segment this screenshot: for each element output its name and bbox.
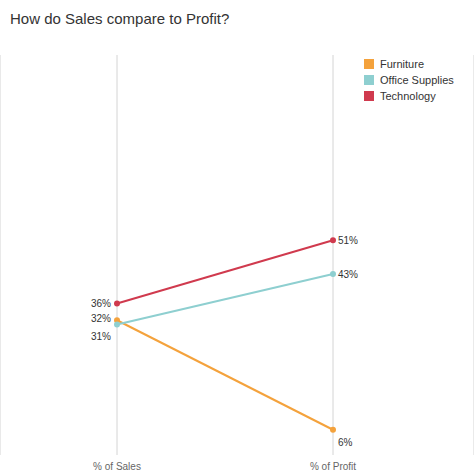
html-text:How do Sales compare to Profit: How do Sales compare to Profit? <box>10 10 230 27</box>
svg-text:6%: 6% <box>338 437 353 448</box>
svg-text:36%: 36% <box>91 298 111 309</box>
html-text:Furniture: Furniture <box>380 58 424 70</box>
html-text:Technology: Technology <box>380 90 436 102</box>
html-text:Office Supplies: Office Supplies <box>380 74 454 86</box>
svg-text:31%: 31% <box>91 331 111 342</box>
svg-text:32%: 32% <box>91 313 111 324</box>
svg-text:51%: 51% <box>338 235 358 246</box>
svg-text:% of Profit: % of Profit <box>310 461 356 472</box>
svg-text:% of Sales: % of Sales <box>93 461 141 472</box>
svg-text:43%: 43% <box>338 269 358 280</box>
